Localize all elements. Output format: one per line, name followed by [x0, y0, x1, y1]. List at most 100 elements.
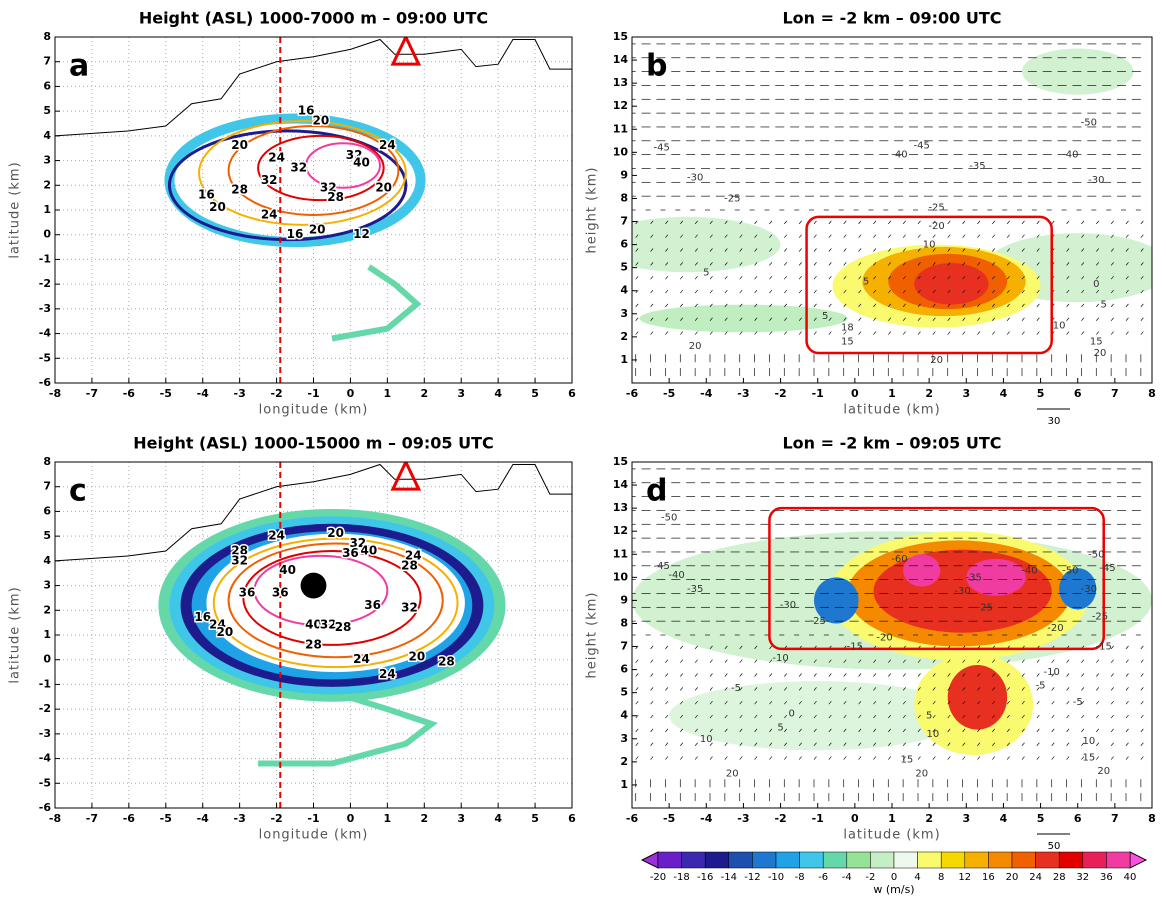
wind-vector: [1096, 303, 1100, 308]
wind-vector: [1081, 303, 1085, 308]
reference-label: 50: [1048, 841, 1061, 852]
wind-vector: [709, 331, 713, 335]
wind-vector: [888, 262, 892, 266]
wind-vector: [724, 289, 728, 294]
colorbar-end: [640, 851, 659, 869]
wind-vector: [873, 714, 877, 719]
wind-vector: [828, 234, 832, 238]
wind-vector: [917, 728, 921, 733]
contour-label: 32: [261, 173, 278, 187]
y-tick-label: 1: [620, 778, 628, 791]
wind-vector: [1081, 275, 1085, 280]
wind-vector: [1096, 673, 1100, 677]
wind-vector: [754, 234, 758, 238]
wind-vector: [962, 289, 966, 294]
wind-vector: [724, 742, 728, 746]
wind-vector: [1096, 742, 1100, 746]
wind-vector: [1140, 687, 1144, 691]
wind-vector: [902, 262, 906, 266]
wind-vector: [798, 756, 802, 760]
wind-vector: [858, 289, 862, 294]
x-tick-label: 1: [384, 812, 392, 825]
wind-vector: [635, 275, 639, 280]
wind-vector: [858, 234, 862, 238]
wind-vector: [680, 275, 684, 280]
wind-vector: [917, 756, 921, 760]
wind-vector: [1125, 303, 1129, 308]
x-tick-label: 0: [347, 387, 355, 400]
wind-vector: [962, 673, 966, 677]
contour-label: 36: [272, 585, 289, 599]
wind-vector: [635, 742, 639, 746]
colorbar-tick-label: 24: [1029, 872, 1042, 883]
wind-vector: [902, 289, 906, 294]
x-tick-label: 2: [925, 387, 933, 400]
wind-vector: [977, 262, 981, 266]
wind-vector: [902, 659, 906, 663]
wind-vector: [650, 714, 654, 719]
wind-vector: [650, 289, 654, 294]
wind-vector: [754, 659, 758, 663]
x-tick-label: -2: [270, 387, 282, 400]
wind-vector: [650, 262, 654, 266]
contour-label: -45: [1099, 563, 1115, 574]
wind-vector: [694, 687, 698, 691]
wind-vector: [813, 303, 817, 308]
contour-label: -30: [1088, 175, 1104, 186]
wind-vector: [1125, 756, 1129, 760]
wind-vector: [873, 687, 877, 691]
wind-vector: [992, 331, 996, 335]
wind-vector: [769, 756, 773, 760]
field-shape: [55, 38, 572, 137]
wind-vector: [1036, 289, 1040, 294]
wind-vector: [754, 728, 758, 733]
contour-label: 24: [268, 151, 285, 165]
wind-vector: [1110, 248, 1114, 252]
wind-vector: [724, 248, 728, 252]
wind-vector: [888, 248, 892, 252]
wind-vector: [1036, 742, 1040, 746]
wind-vector: [1066, 289, 1070, 294]
wind-vector: [888, 331, 892, 335]
wind-vector: [1096, 659, 1100, 663]
y-tick-label: 15: [613, 455, 628, 468]
colorbar-tick-label: -2: [865, 872, 875, 883]
wind-vector: [709, 714, 713, 719]
contour-label: 16: [194, 610, 211, 624]
wind-vector: [1140, 728, 1144, 733]
wind-vector: [858, 714, 862, 719]
y-tick-label: 1: [43, 203, 51, 216]
contour-label: 20: [231, 138, 248, 152]
contour-label: 28: [231, 543, 248, 557]
wind-vector: [739, 303, 743, 308]
colorbar-label: w (m/s): [873, 883, 914, 896]
y-tick-label: 2: [620, 755, 628, 768]
wind-vector: [739, 687, 743, 691]
wind-vector: [962, 275, 966, 280]
x-tick-label: -6: [626, 812, 639, 825]
wind-vector: [1006, 728, 1010, 733]
x-tick-label: 6: [1074, 387, 1082, 400]
y-tick-label: -5: [39, 351, 51, 364]
wind-vector: [724, 331, 728, 335]
wind-vector: [680, 289, 684, 294]
wind-vector: [902, 673, 906, 677]
contour-label: 10: [923, 240, 936, 251]
wind-vector: [858, 331, 862, 335]
wind-vector: [1140, 303, 1144, 308]
wind-vector: [1110, 659, 1114, 663]
wind-vector: [1140, 742, 1144, 746]
wind-vector: [1066, 673, 1070, 677]
wind-vector: [1140, 262, 1144, 266]
wind-vector: [843, 248, 847, 252]
wind-vector: [947, 742, 951, 746]
wind-vector: [680, 714, 684, 719]
wind-vector: [1006, 303, 1010, 308]
field-shape: [212, 537, 459, 669]
wind-vector: [1081, 728, 1085, 733]
wind-vector: [1110, 331, 1114, 335]
x-tick-label: -5: [160, 812, 172, 825]
wind-vector: [784, 756, 788, 760]
wind-vector: [635, 756, 639, 760]
wind-vector: [1021, 728, 1025, 733]
